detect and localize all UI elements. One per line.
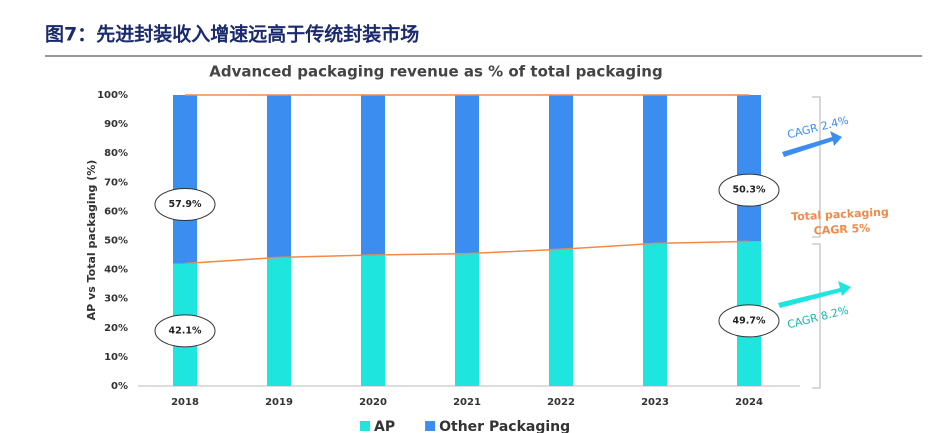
annotation: CAGR 8.2% [786, 304, 850, 332]
legend-label: Other Packaging [439, 419, 570, 433]
bar [643, 243, 667, 386]
x-tick-label: 2019 [265, 397, 293, 408]
data-label: 49.7% [733, 315, 766, 326]
y-tick-label: 60% [104, 206, 128, 217]
annotation: CAGR 5% [813, 222, 870, 238]
bar [173, 95, 197, 264]
x-tick-label: 2021 [453, 397, 481, 408]
bracket [812, 96, 821, 389]
bar [737, 95, 761, 242]
y-tick-label: 70% [104, 177, 128, 188]
bar [455, 95, 479, 254]
bar [267, 95, 291, 258]
arrow [778, 281, 851, 308]
label-bubble [718, 173, 780, 207]
label-bubble [154, 314, 216, 348]
x-tick-label: 2022 [547, 397, 575, 408]
bar [643, 95, 667, 244]
legend-swatch [425, 421, 436, 431]
bar [455, 253, 479, 386]
x-tick-label: 2020 [359, 397, 387, 408]
y-tick-label: 100% [97, 90, 128, 101]
y-tick-label: 80% [104, 148, 128, 159]
annotation: Total packaging [791, 205, 889, 223]
y-tick-label: 50% [104, 236, 128, 247]
header-title: 图7：先进封装收入增速远高于传统封装市场 [45, 23, 419, 46]
bar [361, 95, 385, 256]
x-tick-label: 2024 [735, 397, 763, 408]
y-axis-label: AP vs Total packaging (%) [85, 160, 98, 321]
bar [549, 249, 573, 386]
bar [549, 95, 573, 250]
bar [361, 255, 385, 386]
share-line [184, 240, 750, 265]
legend-swatch [360, 421, 370, 431]
data-label: 50.3% [733, 185, 766, 196]
y-tick-label: 10% [104, 352, 128, 363]
label-bubble [154, 188, 216, 222]
x-tick-label: 2023 [641, 397, 669, 408]
data-label: 42.1% [169, 325, 202, 336]
y-tick-label: 20% [104, 323, 128, 334]
bar [267, 257, 291, 386]
label-bubble [718, 304, 780, 338]
y-tick-label: 40% [104, 265, 128, 276]
y-tick-label: 0% [111, 381, 128, 392]
chart-title: Advanced packaging revenue as % of total… [209, 63, 662, 81]
y-tick-label: 90% [104, 119, 128, 130]
legend-label: AP [374, 419, 395, 433]
data-label: 57.9% [169, 199, 202, 210]
x-tick-label: 2018 [171, 397, 199, 408]
y-tick-label: 30% [104, 294, 128, 305]
arrow [782, 131, 842, 157]
